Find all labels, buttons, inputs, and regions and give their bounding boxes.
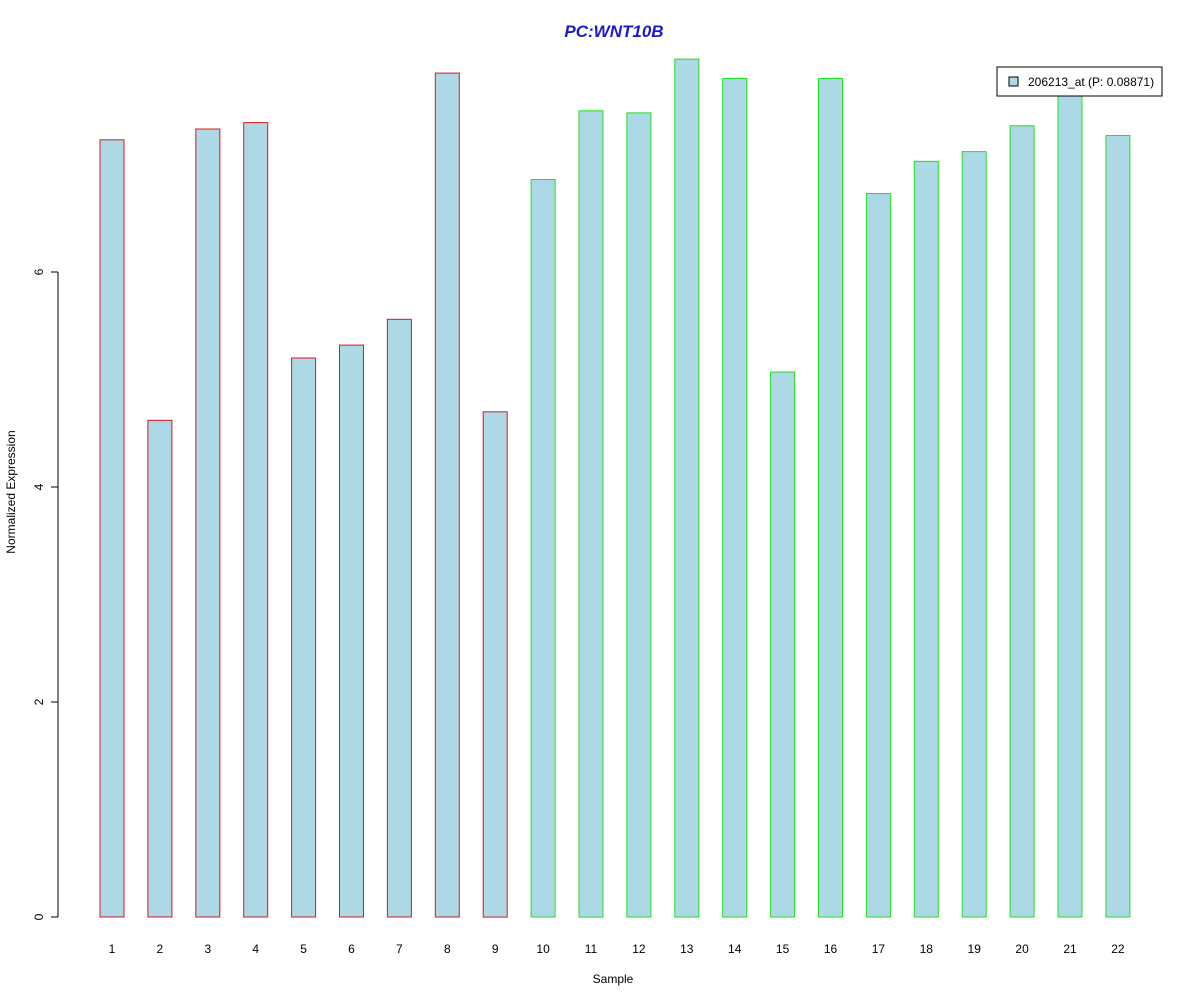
bar-sample-8 bbox=[434, 72, 460, 918]
y-tick-label: 4 bbox=[32, 483, 46, 490]
x-tick-label: 18 bbox=[920, 942, 934, 956]
x-tick-label: 3 bbox=[204, 942, 211, 956]
x-tick-label: 17 bbox=[872, 942, 886, 956]
y-axis: 0 2 4 6 bbox=[32, 268, 59, 920]
x-tick-label: 5 bbox=[300, 942, 307, 956]
x-tick-label: 22 bbox=[1111, 942, 1125, 956]
bar-sample-22 bbox=[1105, 135, 1131, 918]
bar-sample-19 bbox=[961, 151, 987, 918]
bars bbox=[99, 58, 1131, 918]
bar-sample-7 bbox=[386, 318, 412, 918]
x-tick-label: 11 bbox=[585, 942, 598, 956]
bar-sample-13 bbox=[674, 58, 700, 918]
bar-sample-16 bbox=[818, 78, 843, 918]
bar-sample-6 bbox=[339, 344, 364, 918]
legend-box bbox=[996, 66, 1163, 97]
x-axis-ticks: 1 2 3 4 5 6 7 8 9 10 11 12 13 14 15 16 17 18 19 20 21 22 bbox=[109, 942, 1125, 956]
bar-sample-3 bbox=[195, 128, 221, 918]
bar-sample-11 bbox=[578, 110, 604, 918]
x-tick-label: 15 bbox=[776, 942, 790, 956]
y-tick-label: 2 bbox=[32, 698, 46, 705]
y-tick-label: 6 bbox=[32, 268, 46, 275]
x-tick-label: 14 bbox=[728, 942, 742, 956]
x-tick-label: 1 bbox=[109, 942, 116, 956]
x-tick-label: 2 bbox=[157, 942, 164, 956]
x-tick-label: 8 bbox=[444, 942, 451, 956]
x-tick-label: 16 bbox=[824, 942, 838, 956]
bar-sample-21 bbox=[1057, 94, 1083, 918]
bar-sample-1 bbox=[99, 139, 125, 918]
y-axis-label: Normalized Expression bbox=[4, 430, 18, 553]
bar-sample-20 bbox=[1009, 125, 1035, 918]
x-tick-label: 4 bbox=[252, 942, 259, 956]
x-tick-label: 19 bbox=[968, 942, 982, 956]
x-tick-label: 10 bbox=[536, 942, 550, 956]
x-tick-label: 9 bbox=[492, 942, 499, 956]
x-tick-label: 6 bbox=[348, 942, 355, 956]
bar-sample-9 bbox=[482, 411, 508, 918]
bar-sample-4 bbox=[243, 122, 269, 918]
x-tick-label: 13 bbox=[680, 942, 694, 956]
x-tick-label: 20 bbox=[1015, 942, 1029, 956]
bar-sample-17 bbox=[865, 193, 891, 918]
bar-sample-14 bbox=[722, 78, 748, 918]
legend-swatch bbox=[1008, 76, 1019, 87]
chart-title: PC:WNT10B bbox=[564, 22, 663, 41]
bar-sample-18 bbox=[913, 160, 939, 918]
bar-sample-5 bbox=[291, 357, 317, 918]
bar-sample-10 bbox=[530, 179, 556, 918]
x-axis-label: Sample bbox=[593, 972, 634, 986]
legend: 206213_at (P: 0.08871) bbox=[996, 66, 1163, 97]
x-tick-label: 12 bbox=[632, 942, 646, 956]
bar-sample-12 bbox=[626, 112, 652, 918]
bar-sample-15 bbox=[770, 371, 796, 918]
y-tick-label: 0 bbox=[32, 913, 46, 920]
legend-label: 206213_at (P: 0.08871) bbox=[1028, 75, 1154, 89]
x-tick-label: 7 bbox=[396, 942, 403, 956]
bar-sample-2 bbox=[147, 419, 173, 918]
x-tick-label: 21 bbox=[1063, 942, 1077, 956]
